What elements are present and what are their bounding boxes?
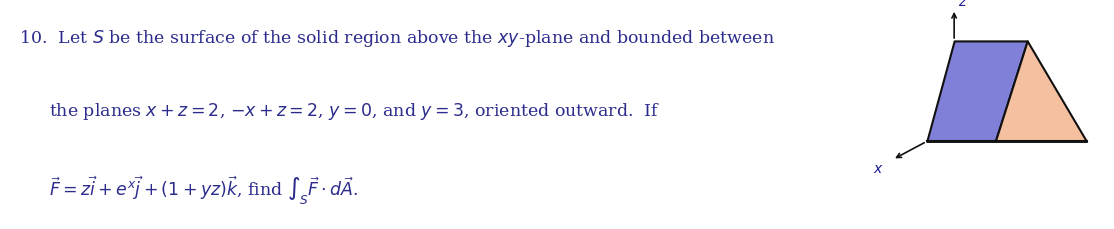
Text: $\vec{F} = z\vec{i} + e^x\vec{j} + (1 + yz)\vec{k}$, find $\int_S \vec{F} \cdot : $\vec{F} = z\vec{i} + e^x\vec{j} + (1 + … xyxy=(49,174,359,207)
Text: 10.  Let $S$ be the surface of the solid region above the $xy$-plane and bounded: 10. Let $S$ be the surface of the solid … xyxy=(19,27,775,48)
Text: $z$: $z$ xyxy=(958,0,967,9)
Text: $x$: $x$ xyxy=(872,161,883,175)
Text: the planes $x + z = 2$, $-x + z = 2$, $y = 0$, and $y = 3$, oriented outward.  I: the planes $x + z = 2$, $-x + z = 2$, $y… xyxy=(49,101,661,122)
